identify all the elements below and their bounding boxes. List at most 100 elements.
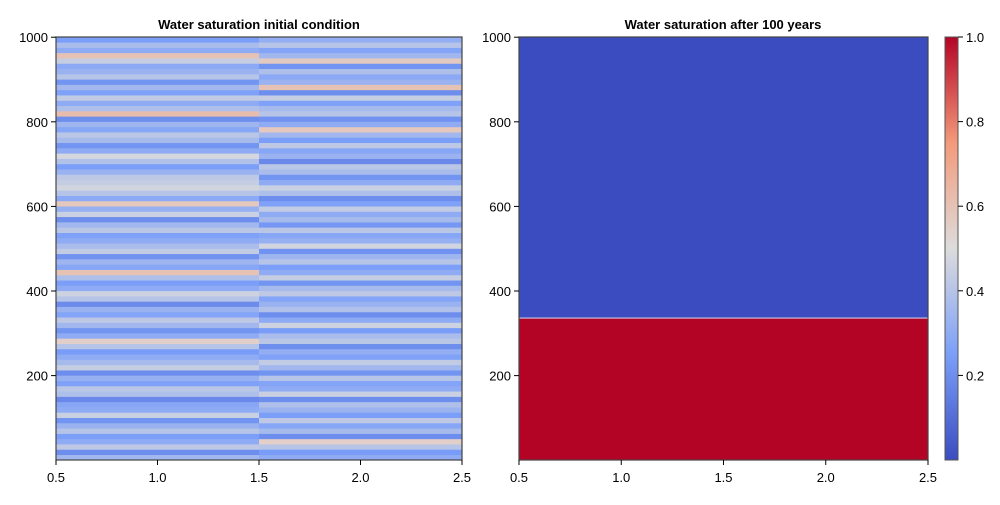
heatmap-cell bbox=[259, 359, 462, 366]
heatmap-cell bbox=[56, 95, 259, 101]
heatmap-cell bbox=[56, 211, 259, 218]
heatmap-cell bbox=[56, 417, 259, 424]
heatmap-cell bbox=[56, 264, 259, 270]
heatmap-cell bbox=[259, 301, 462, 307]
heatmap-cell bbox=[56, 311, 259, 318]
heatmap-cell bbox=[259, 185, 462, 191]
heatmap-cell bbox=[56, 121, 259, 128]
heatmap-cell bbox=[259, 111, 462, 117]
heatmap-cell bbox=[56, 42, 259, 48]
heatmap-cell bbox=[56, 185, 259, 191]
heatmap-cell bbox=[56, 354, 259, 360]
heatmap-cell bbox=[259, 348, 462, 355]
heatmap-cell bbox=[56, 79, 259, 85]
heatmap-cell bbox=[56, 216, 259, 223]
heatmap-cell bbox=[56, 285, 259, 292]
colorbar-tick-label: 0.4 bbox=[966, 284, 984, 299]
heatmap-cell bbox=[259, 74, 462, 80]
heatmap-cell bbox=[259, 153, 462, 159]
heatmap-cell bbox=[259, 52, 462, 59]
heatmap-cell bbox=[56, 274, 259, 281]
heatmap-cell bbox=[259, 385, 462, 392]
heatmap-cell bbox=[56, 407, 259, 413]
heatmap-cell bbox=[259, 158, 462, 165]
heatmap-cell bbox=[259, 375, 462, 381]
colorbar-tick-label: 0.8 bbox=[966, 115, 984, 130]
heatmap-cell bbox=[259, 148, 462, 154]
heatmap-cell bbox=[56, 84, 259, 91]
heatmap-cell bbox=[259, 206, 462, 212]
heatmap-cell bbox=[259, 253, 462, 260]
heatmap-cell bbox=[56, 52, 259, 59]
heatmap-cell bbox=[56, 343, 259, 350]
heatmap-cell bbox=[259, 200, 462, 207]
heatmap-cell bbox=[56, 364, 259, 371]
heatmap-cell bbox=[56, 74, 259, 80]
heatmap-cell bbox=[259, 95, 462, 101]
heatmap-cell bbox=[56, 317, 259, 323]
heatmap-cell bbox=[259, 269, 462, 276]
heatmap-cell bbox=[259, 179, 462, 186]
heatmap-cell bbox=[259, 407, 462, 413]
heatmap-cell bbox=[259, 391, 462, 397]
heatmap-cell bbox=[259, 306, 462, 313]
x-tick-label: 2.0 bbox=[351, 470, 369, 485]
heatmap-cell bbox=[56, 259, 259, 265]
heatmap-cell bbox=[259, 412, 462, 418]
heatmap-cell bbox=[56, 111, 259, 117]
heatmap-cell bbox=[56, 100, 259, 107]
heatmap-cell bbox=[259, 259, 462, 265]
heatmap-cell bbox=[56, 449, 259, 456]
heatmap-cell bbox=[56, 126, 259, 133]
initial-condition-heatmap: Water saturation initial condition 0.5 1.… bbox=[19, 17, 471, 485]
heatmap-cell bbox=[56, 206, 259, 212]
heatmap-cell bbox=[56, 58, 259, 64]
heatmap-cell bbox=[259, 211, 462, 218]
x-tick-label: 1.0 bbox=[612, 470, 630, 485]
heatmap-cell bbox=[56, 116, 259, 122]
heatmap-cell bbox=[56, 163, 259, 170]
heatmap-cell bbox=[259, 449, 462, 456]
heatmap-cell bbox=[259, 401, 462, 408]
heatmap-cell bbox=[259, 264, 462, 270]
heatmap-cell bbox=[56, 169, 259, 175]
heatmap-cell bbox=[259, 137, 462, 144]
heatmap-cell bbox=[56, 290, 259, 297]
colorbar-gradient bbox=[944, 36, 959, 461]
heatmap-cell bbox=[56, 391, 259, 397]
heatmap-cell bbox=[56, 348, 259, 355]
heatmap-cell bbox=[259, 63, 462, 70]
heatmap-cell bbox=[259, 322, 462, 329]
heatmap-cell bbox=[56, 132, 259, 138]
heatmap-cell bbox=[259, 428, 462, 434]
y-tick-label: 800 bbox=[489, 115, 511, 130]
colorbar-tick-label: 0.6 bbox=[966, 199, 984, 214]
heatmap-cell bbox=[259, 317, 462, 323]
heatmap-cell bbox=[259, 37, 462, 43]
heatmap-cell bbox=[259, 454, 462, 461]
heatmap-cell bbox=[56, 322, 259, 329]
heatmap-cell bbox=[56, 375, 259, 381]
y-tick-label: 400 bbox=[489, 284, 511, 299]
heatmap-cell bbox=[259, 68, 462, 75]
heatmap-cell bbox=[259, 84, 462, 91]
heatmap-region bbox=[519, 318, 928, 460]
y-tick-label: 200 bbox=[26, 369, 48, 384]
heatmap-cell bbox=[259, 354, 462, 360]
heatmap-cell bbox=[56, 63, 259, 70]
heatmap-cell bbox=[56, 37, 259, 43]
chart-title: Water saturation initial condition bbox=[158, 17, 360, 32]
heatmap-cell bbox=[56, 333, 259, 339]
colorbar: 0.2 0.4 0.6 0.8 1.0 bbox=[944, 30, 984, 461]
x-tick-label: 0.5 bbox=[510, 470, 528, 485]
y-tick-label: 400 bbox=[26, 284, 48, 299]
x-tick-label: 1.5 bbox=[714, 470, 732, 485]
heatmap-cell bbox=[259, 333, 462, 339]
heatmap-cell bbox=[259, 195, 462, 202]
heatmap-cell bbox=[56, 401, 259, 408]
heatmap-cell bbox=[56, 422, 259, 429]
heatmap-region bbox=[519, 37, 928, 319]
heatmap-cell bbox=[56, 174, 259, 181]
heatmap-cell bbox=[259, 396, 462, 403]
